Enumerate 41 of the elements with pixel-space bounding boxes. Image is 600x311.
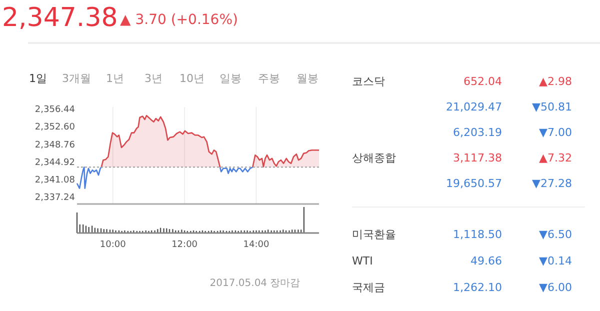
category-label: 상해종합: [352, 152, 396, 164]
text: ▼0.14: [539, 254, 572, 268]
text: 21,029.47: [446, 100, 502, 114]
text: 1년: [106, 72, 124, 85]
text: 10년: [180, 72, 204, 85]
x-tick-label: 14:00: [243, 240, 270, 250]
text: 1,262.10: [453, 281, 502, 294]
y-tick-label: 2,337.24: [34, 193, 76, 204]
text: ▲2.98: [539, 75, 572, 88]
x-tick-label: 12:00: [172, 240, 198, 250]
text: 3년: [144, 72, 162, 85]
chart-title: 2,347.38: [2, 3, 118, 33]
text: ▲7.32: [539, 152, 572, 164]
text: 1일: [29, 72, 47, 85]
y-tick-label: 2,344.92: [34, 158, 75, 168]
text: 3,117.38: [453, 152, 502, 164]
text: ▼6.00: [539, 281, 572, 294]
y-tick-label: 2,356.44: [34, 105, 76, 116]
text: ▼6.50: [539, 228, 572, 241]
text: 2017.05.04 장마감: [210, 278, 300, 289]
y-tick-label: 2,341.08: [34, 176, 76, 186]
category-label: 국제금: [352, 281, 385, 294]
category-label: 미국환율: [352, 228, 396, 241]
text: 49.66: [470, 254, 502, 268]
text: 일봉: [220, 72, 242, 85]
text: 1,118.50: [453, 228, 502, 241]
text: 6,203.19: [453, 126, 502, 139]
y-tick-label: 2,348.76: [34, 140, 76, 150]
text: 19,650.57: [446, 177, 502, 190]
y-tick-label: 2,352.60: [34, 122, 76, 133]
text: ▼7.00: [539, 126, 572, 139]
x-tick-label: 10:00: [100, 240, 126, 250]
category-label: 코스닥: [352, 75, 385, 88]
text: ▼27.28: [532, 177, 572, 190]
chart-subtitle: ▲ 3.70 (+0.16%): [120, 12, 238, 28]
text: 3개월: [62, 72, 91, 85]
text: ▼50.81: [532, 100, 572, 114]
text: 652.04: [464, 75, 502, 88]
text: 주봉: [258, 72, 280, 85]
category-label: WTI: [352, 254, 373, 268]
text: 월봉: [296, 72, 318, 85]
